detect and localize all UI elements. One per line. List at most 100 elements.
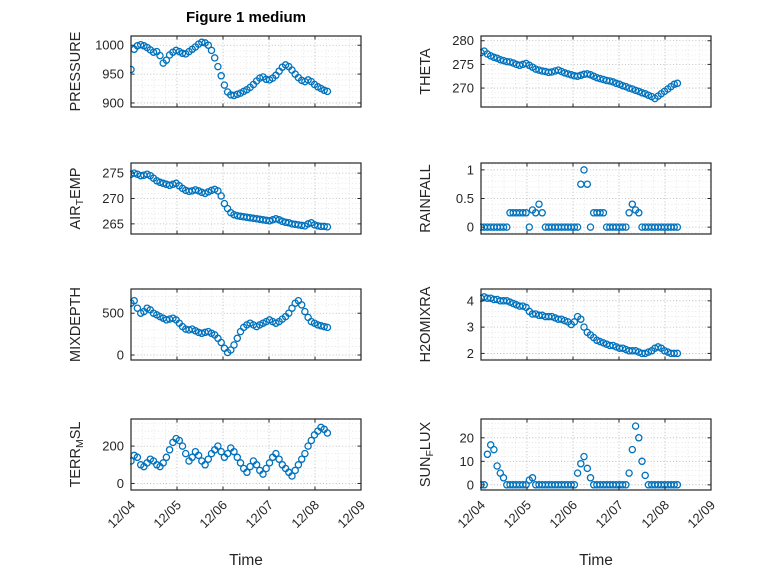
data-point bbox=[673, 223, 682, 231]
data-point bbox=[233, 334, 242, 343]
data-point bbox=[214, 62, 222, 71]
data-point bbox=[159, 459, 167, 467]
data-point bbox=[223, 449, 232, 458]
data-point bbox=[493, 462, 501, 470]
svg-text:12/07: 12/07 bbox=[242, 497, 276, 531]
data-point bbox=[230, 447, 238, 456]
data-point bbox=[586, 223, 595, 231]
scatter-series bbox=[130, 38, 332, 100]
data-point bbox=[628, 445, 637, 454]
y-tick-labels: 2 3 4 bbox=[467, 293, 474, 361]
data-point bbox=[156, 51, 164, 60]
major-grid bbox=[481, 163, 711, 234]
svg-text:4: 4 bbox=[467, 293, 474, 308]
data-point bbox=[586, 474, 595, 482]
data-point bbox=[593, 73, 601, 82]
data-point bbox=[175, 436, 184, 445]
svg-text:20: 20 bbox=[460, 430, 474, 445]
data-point bbox=[548, 68, 556, 76]
data-point bbox=[670, 223, 678, 231]
svg-text:2: 2 bbox=[467, 346, 474, 361]
plot-background bbox=[481, 419, 711, 490]
data-point bbox=[297, 455, 306, 463]
data-point bbox=[583, 464, 592, 473]
data-point bbox=[618, 481, 627, 489]
axes: 265 270 275 AIRTEMP bbox=[68, 162, 362, 235]
data-point bbox=[519, 209, 527, 217]
data-point bbox=[262, 464, 270, 473]
svg-text:0: 0 bbox=[467, 220, 474, 235]
figure-title: Figure 1 medium bbox=[185, 9, 307, 26]
plot-background bbox=[131, 163, 361, 234]
data-point bbox=[214, 187, 222, 195]
data-point bbox=[178, 442, 187, 450]
data-point bbox=[503, 223, 511, 231]
data-point bbox=[162, 316, 171, 324]
data-point bbox=[599, 209, 608, 217]
data-point bbox=[165, 181, 174, 190]
data-point bbox=[670, 349, 678, 358]
chart-svg: 2 3 4 H2OMIXRA bbox=[418, 286, 712, 362]
svg-text:280: 280 bbox=[452, 33, 474, 48]
data-point bbox=[320, 222, 328, 231]
data-point bbox=[635, 209, 643, 217]
svg-text:12/04: 12/04 bbox=[454, 497, 488, 531]
data-point bbox=[625, 84, 633, 92]
data-point bbox=[567, 481, 575, 489]
y-axis-label: SUNFLUX bbox=[418, 422, 436, 488]
data-point bbox=[631, 86, 640, 95]
svg-text:12/08: 12/08 bbox=[288, 497, 322, 531]
axes-box bbox=[130, 288, 362, 361]
data-point bbox=[570, 318, 579, 326]
y-tick-labels: 00.51 bbox=[456, 162, 474, 234]
data-point bbox=[490, 445, 498, 454]
data-point bbox=[577, 459, 585, 468]
data-point bbox=[606, 77, 614, 85]
data-point bbox=[596, 74, 604, 83]
subplot-sun-flux: 0 10 20 SUNFLUX 12/04 12/05 12/06 12/07 12/08 12/… bbox=[406, 409, 716, 569]
data-point bbox=[275, 455, 283, 463]
data-point bbox=[625, 209, 633, 217]
data-point bbox=[301, 307, 309, 316]
y-tick-labels: 265 270 275 bbox=[102, 166, 124, 232]
scatter-series bbox=[480, 47, 682, 103]
data-point bbox=[323, 323, 332, 332]
data-point bbox=[506, 58, 514, 66]
tick-marks bbox=[480, 289, 712, 360]
svg-text:12/06: 12/06 bbox=[196, 497, 230, 531]
data-point bbox=[162, 56, 171, 64]
svg-text:275: 275 bbox=[102, 166, 124, 181]
data-point bbox=[638, 457, 646, 466]
axes-box bbox=[130, 35, 362, 108]
data-point bbox=[191, 186, 200, 194]
y-tick-labels: 0 500 bbox=[102, 306, 124, 363]
data-point bbox=[644, 348, 653, 356]
data-point bbox=[230, 210, 238, 219]
y-axis-label: THETA bbox=[418, 48, 434, 95]
data-point bbox=[204, 41, 213, 49]
data-point bbox=[496, 55, 505, 64]
data-point bbox=[564, 70, 572, 78]
svg-text:270: 270 bbox=[452, 81, 474, 96]
data-point bbox=[323, 87, 332, 96]
data-point bbox=[631, 422, 640, 430]
data-point bbox=[297, 301, 306, 309]
data-point bbox=[670, 481, 678, 489]
data-point bbox=[573, 223, 582, 231]
data-point bbox=[525, 223, 534, 231]
data-point bbox=[628, 200, 637, 208]
plot-background bbox=[481, 163, 711, 234]
svg-text:0: 0 bbox=[117, 347, 124, 362]
data-point bbox=[625, 469, 633, 477]
data-point bbox=[622, 481, 630, 489]
data-point bbox=[217, 192, 225, 200]
svg-text:12/05: 12/05 bbox=[150, 497, 184, 531]
data-point bbox=[673, 79, 682, 88]
axes: 270 275 280 THETA bbox=[418, 33, 712, 108]
x-axis-label-right: Time bbox=[579, 552, 613, 569]
chart-svg: 270 275 280 THETA bbox=[418, 33, 712, 108]
svg-text:0.5: 0.5 bbox=[456, 191, 474, 206]
